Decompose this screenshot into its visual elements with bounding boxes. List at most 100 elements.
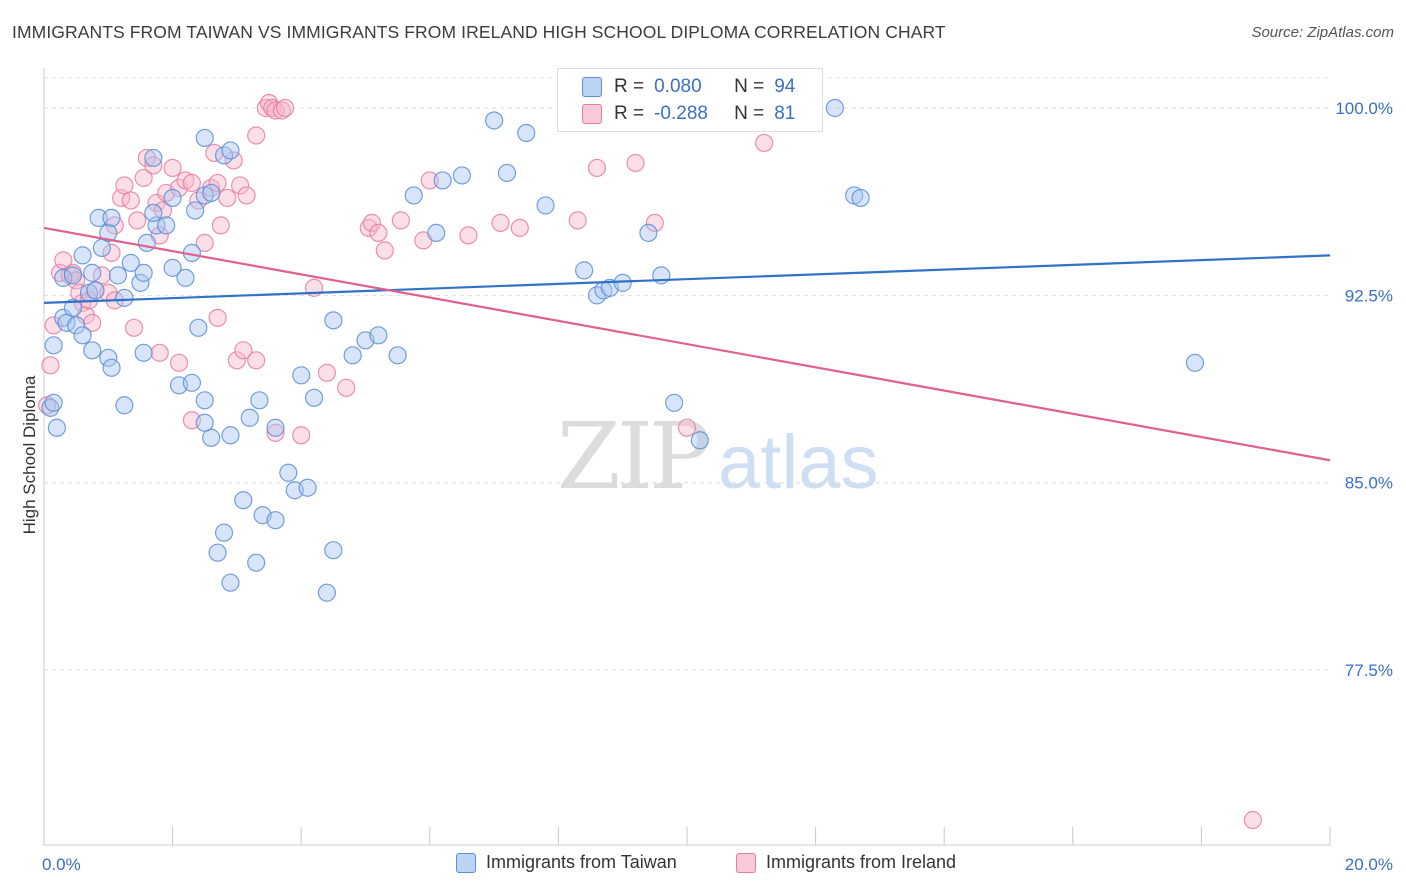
- taiwan-point: [317, 583, 337, 602]
- ireland-point: [276, 98, 295, 118]
- ireland-point: [182, 173, 201, 193]
- taiwan-point: [221, 573, 240, 592]
- taiwan-point: [298, 478, 317, 497]
- ireland-point: [362, 213, 382, 233]
- series-legend-ireland-label: Immigrants from Ireland: [766, 852, 957, 872]
- series-legend-taiwan: Immigrants from Taiwan: [456, 852, 677, 873]
- legend-n-value-taiwan: 94: [774, 76, 796, 97]
- ireland-point: [272, 101, 292, 120]
- taiwan-point: [369, 326, 388, 345]
- taiwan-point: [266, 418, 285, 437]
- legend-r-value-ireland: -0.288: [654, 103, 708, 124]
- taiwan-point: [121, 253, 140, 272]
- taiwan-point: [195, 413, 214, 432]
- taiwan-point: [99, 348, 118, 367]
- taiwan-point: [83, 263, 102, 282]
- ireland-point: [237, 186, 256, 205]
- y-tick-label: 92.5%: [1345, 286, 1393, 305]
- ireland-point: [163, 158, 182, 178]
- ireland-point: [587, 158, 607, 178]
- source-label: Source: ZipAtlas.com: [1251, 24, 1394, 41]
- taiwan-point: [41, 398, 60, 417]
- legend-row-ireland: R = -0.288 N = 81: [582, 101, 795, 127]
- taiwan-point: [195, 128, 214, 148]
- ireland-point: [266, 423, 285, 442]
- taiwan-point: [1185, 353, 1205, 372]
- legend-row-taiwan: R = 0.080 N = 94: [582, 74, 795, 100]
- ireland-point: [150, 343, 169, 362]
- ireland-point: [677, 418, 697, 437]
- legend-n-label: N =: [734, 103, 765, 124]
- taiwan-point: [202, 428, 221, 447]
- ireland-point: [491, 213, 510, 233]
- ireland-point: [626, 153, 645, 173]
- ireland-point: [144, 156, 163, 175]
- taiwan-point: [234, 491, 253, 510]
- taiwan-point: [189, 318, 208, 337]
- y-tick-label: 100.0%: [1335, 99, 1393, 118]
- taiwan-point: [433, 171, 452, 190]
- ireland-point: [102, 243, 121, 262]
- tick-labels: 100.0% 92.5% 85.0% 77.5% 0.0% 20.0%: [42, 99, 1393, 874]
- taiwan-point: [44, 336, 63, 355]
- trend-lines: [43, 226, 1331, 462]
- legend-n-label: N =: [734, 76, 765, 97]
- ireland-point: [375, 241, 394, 260]
- taiwan-point: [517, 123, 536, 143]
- taiwan-point: [221, 426, 240, 445]
- watermark-atlas: atlas: [718, 420, 879, 505]
- taiwan-point: [44, 393, 63, 412]
- taiwan-point: [214, 523, 234, 542]
- taiwan-point: [47, 418, 66, 437]
- taiwan-point: [851, 188, 870, 208]
- taiwan-point: [208, 543, 227, 562]
- ireland-point: [121, 191, 140, 210]
- taiwan-point: [157, 216, 176, 235]
- ireland-point: [510, 218, 529, 238]
- chart-title: IMMIGRANTS FROM TAIWAN VS IMMIGRANTS FRO…: [12, 22, 946, 42]
- taiwan-point: [182, 373, 201, 392]
- taiwan-point: [324, 541, 343, 560]
- taiwan-trend-line: [43, 254, 1331, 304]
- ireland-point: [124, 318, 144, 337]
- taiwan-point: [63, 266, 83, 285]
- taiwan-point: [250, 391, 269, 410]
- taiwan-point: [86, 281, 105, 300]
- taiwan-point: [102, 358, 121, 377]
- correlation-legend: R = 0.080 N = 94 R = -0.288 N = 81: [557, 68, 823, 132]
- ireland-point: [391, 211, 410, 230]
- taiwan-point: [452, 166, 472, 185]
- taiwan-point: [67, 316, 86, 335]
- taiwan-point: [304, 388, 324, 407]
- taiwan-point: [404, 186, 423, 205]
- ireland-point: [137, 148, 156, 168]
- taiwan-point: [613, 273, 632, 292]
- taiwan-point: [497, 163, 517, 183]
- ireland-points: [38, 93, 1262, 830]
- taiwan-point: [176, 268, 195, 287]
- taiwan-point: [131, 273, 150, 292]
- taiwan-point: [144, 203, 163, 223]
- taiwan-point: [115, 288, 134, 307]
- ireland-point: [195, 233, 214, 252]
- ireland-point: [369, 223, 388, 242]
- taiwan-point: [388, 346, 407, 365]
- ireland-point: [208, 173, 227, 193]
- taiwan-point: [163, 188, 182, 208]
- taiwan-point: [639, 223, 658, 242]
- legend-r-value-taiwan: 0.080: [654, 76, 702, 97]
- taiwan-point: [186, 201, 205, 220]
- taiwan-point: [343, 346, 362, 365]
- taiwan-point: [63, 298, 83, 317]
- ireland-point: [755, 133, 774, 153]
- taiwan-point: [279, 463, 298, 482]
- legend-swatch-ireland: [582, 104, 602, 124]
- y-tick-label: 85.0%: [1345, 474, 1393, 493]
- ireland-point: [211, 216, 230, 235]
- series-swatch-ireland: [736, 852, 756, 873]
- ireland-point: [247, 351, 266, 370]
- taiwan-point: [102, 208, 121, 228]
- ireland-trend-line: [43, 226, 1331, 462]
- y-tick-label: 77.5%: [1345, 661, 1393, 680]
